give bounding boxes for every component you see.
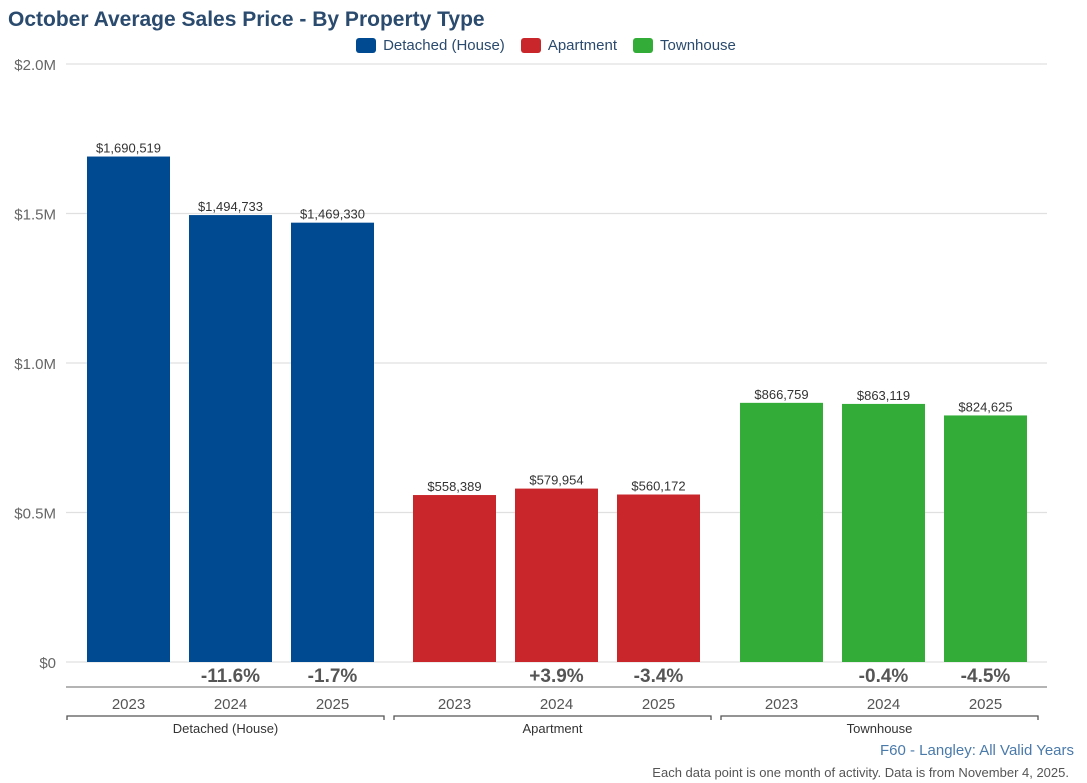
data-label: $558,389 <box>427 479 481 494</box>
group-bracket <box>720 715 1039 720</box>
group-bracket <box>393 715 712 720</box>
bar <box>842 403 925 662</box>
change-label: -0.4% <box>859 666 909 687</box>
x-tick-label: 2023 <box>112 696 145 713</box>
data-label: $824,625 <box>958 399 1012 414</box>
legend-label: Detached (House) <box>383 37 505 54</box>
group-label: Townhouse <box>847 721 913 736</box>
x-tick-label: 2024 <box>214 696 247 713</box>
bar <box>740 402 823 662</box>
chart-footnote: Each data point is one month of activity… <box>652 765 1069 780</box>
change-label: -4.5% <box>961 666 1011 687</box>
bar <box>189 215 272 662</box>
legend-label: Townhouse <box>660 37 736 54</box>
y-tick-label: $0 <box>39 655 56 672</box>
legend-label: Apartment <box>547 37 618 54</box>
legend: Detached (House) Apartment Townhouse <box>0 37 1087 54</box>
legend-item-apartment[interactable]: Apartment <box>520 37 618 54</box>
x-tick-label: 2025 <box>642 696 675 713</box>
y-tick-label: $1.5M <box>14 207 56 224</box>
legend-item-detached[interactable]: Detached (House) <box>356 37 505 54</box>
x-tick-label: 2024 <box>867 696 900 713</box>
data-label: $863,119 <box>857 388 910 403</box>
x-tick-label: 2024 <box>540 696 573 713</box>
data-label: $1,494,733 <box>198 199 263 214</box>
group-label: Detached (House) <box>173 721 279 736</box>
change-label: -11.6% <box>201 666 260 687</box>
group-bracket <box>66 715 385 720</box>
x-tick-label: 2023 <box>765 696 798 713</box>
change-label: -1.7% <box>308 666 358 687</box>
bar <box>944 415 1027 662</box>
bar <box>617 494 700 662</box>
y-tick-label: $1.0M <box>14 356 56 373</box>
y-tick-label: $0.5M <box>14 506 56 523</box>
data-label: $1,469,330 <box>300 207 365 222</box>
chart-subtitle: F60 - Langley: All Valid Years <box>879 742 1074 759</box>
x-tick-label: 2025 <box>969 696 1002 713</box>
bar <box>291 222 374 662</box>
data-label: $1,690,519 <box>96 141 161 156</box>
bar <box>515 488 598 662</box>
y-tick-label: $2.0M <box>14 57 56 74</box>
x-tick-label: 2025 <box>316 696 349 713</box>
data-label: $866,759 <box>754 387 808 402</box>
bar <box>413 495 496 662</box>
legend-swatch-detached <box>356 38 377 53</box>
chart-title: October Average Sales Price - By Propert… <box>8 8 485 31</box>
group-label: Apartment <box>523 721 583 736</box>
data-label: $579,954 <box>529 473 583 488</box>
bar <box>87 156 170 662</box>
legend-item-townhouse[interactable]: Townhouse <box>633 37 736 54</box>
legend-swatch-apartment <box>520 38 541 53</box>
change-label: +3.9% <box>529 666 584 687</box>
data-label: $560,172 <box>631 479 685 494</box>
change-label: -3.4% <box>634 666 684 687</box>
legend-swatch-townhouse <box>633 38 654 53</box>
x-tick-label: 2023 <box>438 696 471 713</box>
